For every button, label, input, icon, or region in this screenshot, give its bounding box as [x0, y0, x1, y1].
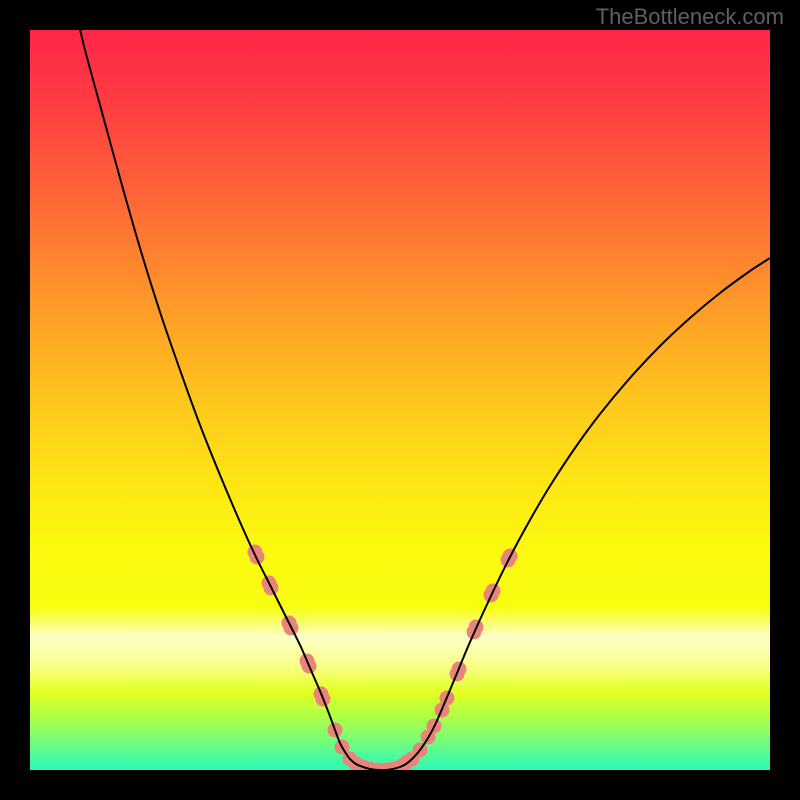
- plot-area: [30, 30, 770, 770]
- watermark-text: TheBottleneck.com: [596, 4, 784, 30]
- markers-group: [248, 545, 518, 771]
- v-curve: [78, 30, 770, 770]
- curve-overlay: [30, 30, 770, 770]
